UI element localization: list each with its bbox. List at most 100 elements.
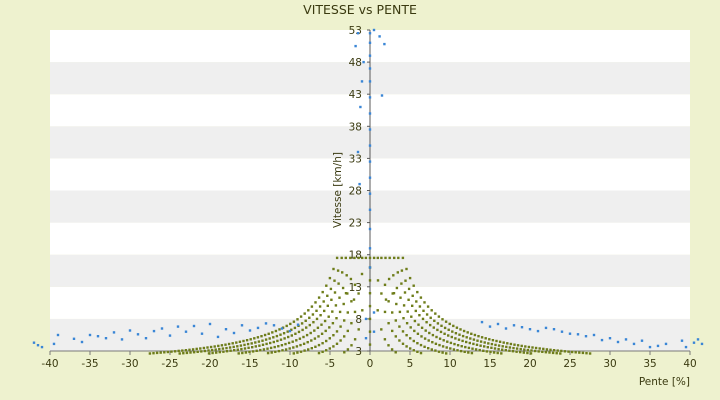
data-point [458,333,461,336]
data-point [344,256,347,260]
data-point [405,322,409,325]
data-point [592,333,596,337]
data-point [349,256,352,260]
data-point [448,322,451,326]
data-point [170,350,173,353]
data-point [420,335,423,338]
data-point [423,301,426,304]
data-point [477,335,480,338]
data-point [312,321,315,324]
data-point [191,348,195,351]
data-point [430,348,433,351]
data-point [403,291,407,294]
data-point [284,348,288,351]
data-point [398,325,401,328]
data-point [407,298,410,301]
data-point [271,331,274,334]
data-point [427,339,430,342]
data-point [664,342,668,346]
data-point [181,349,184,352]
data-point [480,320,484,324]
data-point [450,335,453,339]
data-point [255,349,258,352]
data-point [332,345,335,348]
data-point [376,256,379,260]
data-point [358,182,361,186]
data-point [310,339,313,342]
data-point [372,256,376,260]
data-point [568,332,572,335]
y-tick-label: 38 [349,121,362,133]
data-point [315,309,318,312]
data-point [520,326,524,329]
data-point [526,348,530,352]
data-point [233,349,236,352]
data-point [449,347,452,350]
data-point [408,276,412,280]
data-point [307,309,310,312]
x-tick-label: -30 [121,358,138,370]
data-point [491,339,495,342]
data-point [328,347,331,350]
data-point [163,351,166,354]
x-tick-label: -40 [41,358,58,370]
data-point [322,300,325,303]
x-tick-label: -5 [325,358,335,370]
data-point [482,349,485,352]
data-point [185,351,189,355]
data-point [574,351,577,354]
data-point [456,344,460,347]
data-point [368,112,372,115]
data-point [206,346,209,349]
data-point [505,345,508,349]
data-point [257,340,261,343]
data-point [306,341,309,344]
data-point [506,342,509,345]
data-point [462,329,466,333]
data-point [419,343,423,347]
data-point [224,343,227,346]
data-point [32,341,36,344]
data-point [515,347,519,350]
data-point [287,335,290,339]
data-point [463,350,466,353]
data-point [395,286,399,290]
data-point [438,343,441,347]
data-point [221,347,225,350]
data-point [319,314,322,317]
data-point [537,350,540,353]
data-point [240,347,243,351]
x-tick-label: 20 [523,358,536,370]
data-point [349,277,353,281]
data-point [417,323,420,326]
data-point [567,350,570,353]
data-point [454,332,458,335]
data-point [104,337,108,340]
data-point [368,80,372,83]
data-point [488,325,492,328]
y-tick-label: 48 [349,57,362,69]
data-point [235,341,238,344]
data-point [411,294,414,297]
data-point [321,350,324,353]
data-point [360,80,364,83]
x-tick-label: -15 [241,358,258,370]
data-point [544,351,548,354]
data-point [346,311,349,314]
data-point [292,352,295,355]
data-point [416,332,420,335]
data-point [440,324,443,327]
data-point [480,336,484,339]
data-point [559,352,562,355]
data-point [368,128,372,131]
data-point [680,339,684,342]
data-point [431,341,434,344]
data-point [258,344,261,347]
data-point [243,347,247,350]
data-point [368,96,372,99]
data-point [416,350,419,353]
data-point [211,351,214,355]
data-point [189,351,192,354]
data-point [473,333,477,337]
data-point [512,346,515,350]
